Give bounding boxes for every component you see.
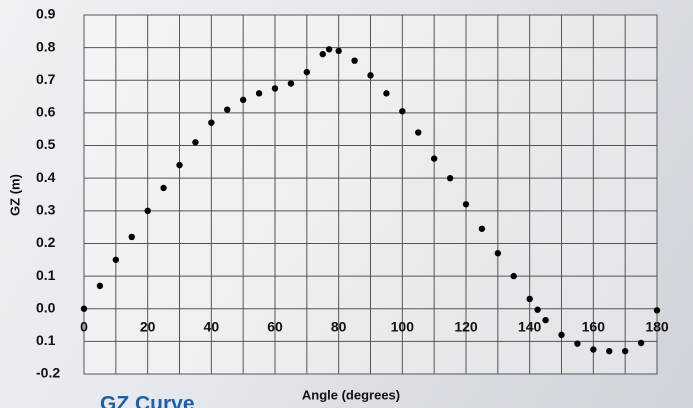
x-tick-label: 180 bbox=[645, 318, 669, 334]
data-point bbox=[478, 225, 486, 232]
y-tick-label: -0.2 bbox=[36, 365, 60, 381]
data-point bbox=[160, 184, 167, 192]
data-point bbox=[606, 347, 613, 355]
data-point bbox=[287, 80, 295, 87]
x-tick-label: 100 bbox=[391, 318, 415, 334]
data-point bbox=[399, 108, 406, 115]
data-point bbox=[367, 72, 374, 79]
y-tick-label: 0.8 bbox=[36, 38, 56, 54]
y-tick-label: 0.7 bbox=[36, 71, 56, 87]
data-point bbox=[415, 129, 422, 136]
x-tick-label: 120 bbox=[454, 318, 478, 334]
y-tick-label: 0.2 bbox=[36, 234, 56, 250]
data-point bbox=[542, 316, 549, 324]
y-tick-label: 0.5 bbox=[36, 136, 56, 152]
y-tick-label: 0.6 bbox=[36, 104, 56, 120]
data-point bbox=[590, 346, 597, 353]
data-point bbox=[534, 306, 541, 313]
y-tick-label: 0.9 bbox=[36, 6, 56, 22]
y-tick-label: 0.1 bbox=[36, 267, 56, 283]
y-axis-label: GZ (m) bbox=[7, 174, 22, 216]
y-tick-label: 0.1 bbox=[36, 332, 56, 348]
data-point bbox=[653, 307, 661, 314]
x-axis-label: Angle (degrees) bbox=[302, 387, 400, 402]
data-point bbox=[224, 106, 231, 113]
data-point bbox=[239, 96, 247, 104]
data-point bbox=[319, 50, 326, 58]
data-point bbox=[96, 282, 104, 290]
data-point bbox=[494, 250, 502, 257]
data-point bbox=[325, 46, 333, 53]
y-tick-label: 0.4 bbox=[36, 169, 56, 185]
y-tick-label: 0.0 bbox=[36, 299, 56, 315]
data-point bbox=[176, 161, 183, 169]
x-tick-label: 20 bbox=[140, 318, 156, 334]
x-tick-label: 0 bbox=[80, 318, 88, 334]
data-point bbox=[255, 90, 263, 97]
data-point bbox=[128, 233, 135, 241]
x-tick-label: 160 bbox=[582, 318, 606, 334]
y-tick-label: 0.3 bbox=[36, 202, 56, 218]
data-point bbox=[462, 201, 470, 208]
x-tick-label: 40 bbox=[204, 318, 220, 334]
data-point bbox=[621, 347, 629, 355]
data-point bbox=[112, 256, 120, 263]
data-point bbox=[558, 331, 565, 339]
x-tick-label: 80 bbox=[331, 318, 347, 334]
x-tick-label: 140 bbox=[518, 318, 542, 334]
data-point bbox=[574, 340, 581, 347]
data-point bbox=[208, 119, 215, 126]
data-point bbox=[335, 47, 342, 55]
data-point bbox=[80, 305, 88, 312]
data-point bbox=[383, 90, 390, 97]
chart-title: GZ Curve bbox=[100, 393, 195, 408]
data-point bbox=[637, 339, 645, 347]
data-point bbox=[271, 85, 279, 92]
data-point bbox=[510, 272, 517, 280]
data-point bbox=[351, 57, 358, 64]
data-point bbox=[192, 139, 199, 146]
data-point bbox=[430, 155, 438, 162]
data-point bbox=[303, 68, 311, 76]
data-point bbox=[526, 295, 533, 303]
data-point bbox=[144, 207, 151, 215]
data-point bbox=[446, 174, 454, 182]
x-tick-label: 60 bbox=[267, 318, 283, 334]
